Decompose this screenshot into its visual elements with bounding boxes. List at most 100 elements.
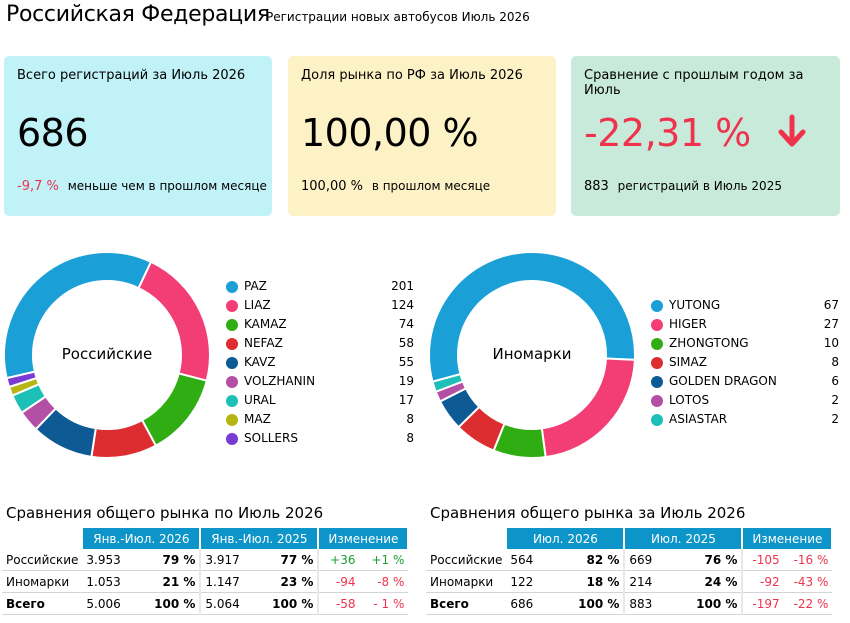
legend-swatch: [651, 319, 663, 331]
share-cell: 100 %: [255, 592, 320, 615]
legend-swatch: [226, 376, 238, 388]
value-cell: 122: [506, 570, 552, 593]
value-cell: 3.953: [82, 549, 137, 571]
donut-center-label: Российские: [61, 345, 153, 363]
legend-label: ZHONGTONG: [669, 336, 749, 350]
legend-value: 2: [831, 412, 839, 426]
legend-swatch: [651, 357, 663, 369]
change-abs-cell: -105: [742, 549, 784, 571]
legend-swatch: [226, 338, 238, 350]
kpi-card-share: Доля рынка по РФ за Июль 2026 100,00 % 1…: [288, 56, 556, 216]
value-cell: 1.053: [82, 570, 137, 593]
legend-item: VOLZHANIN 19: [226, 374, 414, 392]
kpi-card-total: Всего регистраций за Июль 2026 686 -9,7 …: [4, 56, 272, 216]
legend-label: KAMAZ: [244, 317, 287, 331]
legend-value: 8: [406, 412, 414, 426]
legend-swatch: [651, 300, 663, 312]
donut-slice-yutong: [428, 251, 636, 383]
share-cell: 82 %: [551, 549, 626, 571]
legend-label: SOLLERS: [244, 431, 298, 445]
legend-value: 201: [391, 279, 414, 293]
legend-item: URAL 17: [226, 393, 414, 411]
value-cell: 1.147: [200, 570, 256, 593]
legend-value: 27: [823, 317, 839, 331]
value-cell: 686: [506, 592, 552, 615]
donut-slice-kamaz: [140, 372, 208, 448]
change-pct-cell: -22 %: [783, 592, 833, 615]
table-header-blank: [426, 528, 508, 549]
page-title: Российская Федерация: [6, 2, 270, 27]
donut-slice-asiastar: [431, 372, 465, 394]
legend-item: YUTONG 67: [651, 298, 839, 316]
kpi-caption: Всего регистраций за Июль 2026: [17, 68, 246, 83]
share-cell: 23 %: [255, 570, 320, 593]
kpi-footer-text: в прошлом месяце: [371, 179, 491, 193]
comparison-table-month: Июл. 2026 Июл. 2025 Изменение Российские…: [426, 528, 834, 615]
row-label-cell: Иномарки: [426, 570, 507, 593]
kpi-footer: -9,7 % меньше чем в прошлом месяце: [17, 179, 267, 194]
table-header: Изменение: [318, 528, 410, 549]
kpi-footer: 883 регистраций в Июль 2025: [584, 179, 782, 194]
kpi-footer-value: -9,7 %: [17, 179, 59, 194]
legend-label: YUTONG: [669, 298, 721, 312]
share-cell: 79 %: [136, 549, 202, 571]
value-cell: 669: [624, 549, 671, 571]
legend-item: NEFAZ 58: [226, 336, 414, 354]
share-cell: 100 %: [670, 592, 744, 615]
legend-label: SIMAZ: [669, 355, 707, 369]
kpi-value: 100,00 %: [301, 111, 479, 155]
legend-swatch: [226, 395, 238, 407]
legend-item: ZHONGTONG 10: [651, 336, 839, 354]
legend-label: LOTOS: [669, 393, 710, 407]
legend-value: 6: [831, 374, 839, 388]
share-cell: 76 %: [670, 549, 744, 571]
value-cell: 883: [624, 592, 671, 615]
table-header: Июл. 2025: [624, 528, 744, 549]
share-cell: 100 %: [136, 592, 202, 615]
donut-center-label: Иномарки: [492, 345, 572, 363]
value-cell: 3.917: [200, 549, 256, 571]
change-pct-cell: -16 %: [783, 549, 833, 571]
legend-value: 124: [391, 298, 414, 312]
row-label-cell: Всего: [2, 592, 83, 615]
share-cell: 18 %: [551, 570, 626, 593]
table-header: Июл. 2026: [506, 528, 626, 549]
legend-item: PAZ 201: [226, 279, 414, 297]
legend-value: 10: [823, 336, 839, 350]
table-row: Российские 3.953 79 % 3.917 77 % +36 +1 %: [2, 549, 409, 571]
share-cell: 24 %: [670, 570, 744, 593]
legend-label: PAZ: [244, 279, 267, 293]
change-abs-cell: -197: [742, 592, 784, 615]
table-title: Сравнения общего рынка по Июль 2026: [6, 504, 324, 522]
value-cell: 564: [506, 549, 552, 571]
row-label-cell: Всего: [426, 592, 507, 615]
legend-label: NEFAZ: [244, 336, 283, 350]
change-abs-cell: -94: [318, 570, 360, 593]
change-abs-cell: +36: [318, 549, 360, 571]
legend-value: 58: [398, 336, 414, 350]
donut-slice-nefaz: [90, 418, 158, 459]
legend-item: SOLLERS 8: [226, 431, 414, 449]
change-abs-cell: -58: [318, 592, 360, 615]
table-title: Сравнения общего рынка за Июль 2026: [430, 504, 746, 522]
comparison-table-ytd: Янв.-Июл. 2026 Янв.-Июл. 2025 Изменение …: [2, 528, 410, 615]
legend-label: MAZ: [244, 412, 271, 426]
donut-slice-sollers: [5, 370, 38, 389]
row-label-cell: Иномарки: [2, 570, 83, 593]
value-cell: 5.064: [200, 592, 256, 615]
legend-value: 55: [398, 355, 414, 369]
share-cell: 77 %: [255, 549, 320, 571]
donut-foreign: [428, 251, 636, 459]
legend-swatch: [651, 395, 663, 407]
legend-label: URAL: [244, 393, 276, 407]
legend-item: LOTOS 2: [651, 393, 839, 411]
legend-value: 2: [831, 393, 839, 407]
legend-swatch: [226, 357, 238, 369]
legend-item: GOLDEN DRAGON 6: [651, 374, 839, 392]
kpi-card-yoy: Сравнение с прошлым годом за Июль -22,31…: [571, 56, 840, 216]
legend-value: 8: [831, 355, 839, 369]
donut-russian: [3, 251, 211, 459]
legend-item: KAMAZ 74: [226, 317, 414, 335]
kpi-value: -22,31 %: [584, 111, 751, 155]
legend-label: GOLDEN DRAGON: [669, 374, 777, 388]
